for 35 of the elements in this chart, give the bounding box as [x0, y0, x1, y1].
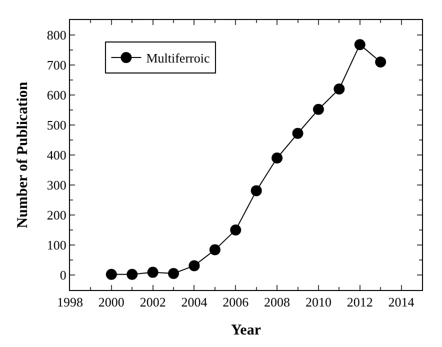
x-tick-label: 2006: [222, 294, 250, 310]
point: [354, 39, 366, 50]
y-tick-label: 800: [46, 28, 66, 43]
x-tick-label: 2008: [264, 294, 290, 310]
x-tick-label: 2004: [181, 294, 208, 310]
point: [375, 56, 386, 68]
x-tick-label: 2012: [346, 294, 373, 310]
x-tick-label: 1998: [57, 294, 83, 310]
point: [250, 185, 262, 196]
point: [230, 224, 242, 236]
y-tick-label: 700: [46, 58, 66, 73]
x-tick-label: 2014: [388, 294, 415, 310]
y-axis-title: Number of Publication: [15, 81, 32, 228]
y-tick-label: 200: [46, 208, 66, 223]
y-tick-label: 500: [46, 118, 66, 133]
legend-label: Multiferroic: [146, 50, 210, 66]
y-tick-label: 400: [46, 148, 66, 163]
point: [188, 260, 200, 272]
x-tick-label: 2010: [305, 294, 332, 310]
point: [292, 128, 304, 139]
point: [168, 268, 180, 279]
point: [209, 244, 220, 256]
x-axis-title: Year: [231, 322, 262, 339]
point: [272, 152, 283, 164]
point: [126, 268, 138, 280]
y-tick-label: 300: [46, 178, 66, 193]
y-tick-label: 0: [60, 268, 66, 283]
x-tick-label: 2000: [98, 294, 124, 310]
point: [106, 268, 117, 280]
x-tick-label: 2002: [140, 294, 166, 310]
point: [334, 84, 345, 94]
point: [147, 266, 158, 278]
y-tick-label: 100: [46, 238, 66, 253]
y-tick-label: 600: [46, 88, 66, 103]
point: [312, 104, 324, 115]
